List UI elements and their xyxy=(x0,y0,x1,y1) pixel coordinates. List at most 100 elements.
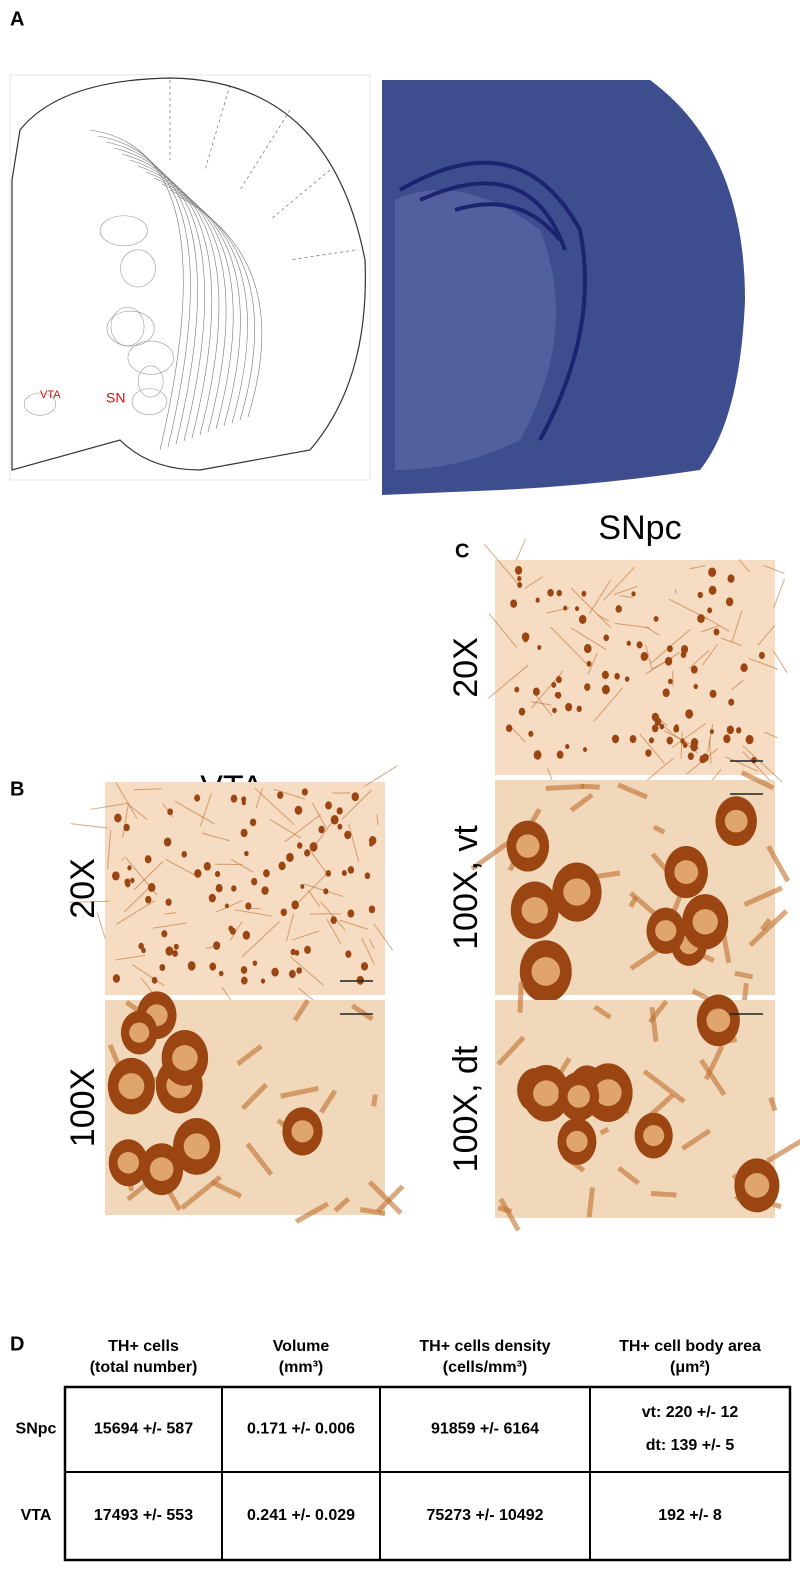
cell xyxy=(138,942,144,950)
fibre xyxy=(255,787,263,809)
fibre xyxy=(681,1128,712,1151)
cell xyxy=(249,818,257,827)
cell xyxy=(709,689,717,698)
cell xyxy=(159,964,166,971)
cell xyxy=(579,615,586,624)
nucleus xyxy=(674,860,699,885)
fibre xyxy=(234,909,272,917)
micrograph xyxy=(105,991,405,1224)
cell xyxy=(291,900,299,910)
cell xyxy=(213,941,221,950)
cell xyxy=(659,723,665,730)
cell xyxy=(603,634,610,642)
cell xyxy=(231,885,237,892)
row-label: VTA xyxy=(21,1507,52,1524)
atlas-region xyxy=(106,310,155,347)
cell xyxy=(165,898,172,906)
fibre xyxy=(545,783,585,791)
cell xyxy=(533,750,542,760)
atlas-contour xyxy=(153,177,241,427)
table-cell: 0.241 +/- 0.029 xyxy=(247,1507,355,1524)
fibre xyxy=(757,625,776,646)
cell xyxy=(181,850,187,858)
fibre xyxy=(367,1180,403,1216)
table-cell: 15694 +/- 587 xyxy=(94,1421,193,1438)
fibre xyxy=(254,787,295,826)
fibre xyxy=(311,852,327,873)
fibre xyxy=(768,1096,778,1112)
atlas-contour xyxy=(137,165,227,433)
cell xyxy=(130,877,135,884)
fibre xyxy=(364,765,398,787)
cell xyxy=(615,605,622,613)
fibre xyxy=(586,1187,595,1218)
fibre xyxy=(620,595,634,598)
cell xyxy=(163,837,172,847)
cell xyxy=(145,895,152,904)
fibre xyxy=(359,1207,386,1217)
cell xyxy=(112,871,120,881)
fibre xyxy=(707,724,714,753)
cell xyxy=(667,678,673,685)
atlas-contour xyxy=(129,159,220,436)
fibre xyxy=(645,644,653,670)
nucleus xyxy=(566,1130,588,1153)
fibre xyxy=(133,788,162,791)
fibre xyxy=(748,657,779,670)
cell xyxy=(347,909,355,918)
cell xyxy=(245,902,252,910)
row-label: SNpc xyxy=(16,1421,57,1438)
nissl-section xyxy=(382,80,745,495)
cell xyxy=(187,961,196,971)
fibre xyxy=(628,895,639,908)
fibre xyxy=(131,964,165,987)
cell xyxy=(172,950,178,957)
nucleus xyxy=(533,1080,560,1107)
fibre xyxy=(650,1190,677,1198)
fibre xyxy=(570,587,612,628)
cell xyxy=(751,756,757,764)
fibre xyxy=(201,832,231,842)
cell xyxy=(727,574,735,583)
cell xyxy=(648,737,655,744)
cell xyxy=(300,884,305,889)
table-cell: vt: 220 +/- 12 xyxy=(642,1404,739,1421)
fibre xyxy=(152,922,187,929)
atlas-region xyxy=(23,392,57,416)
nucleus xyxy=(724,809,748,833)
fibre xyxy=(90,802,129,810)
cell xyxy=(740,663,748,673)
fibre xyxy=(241,921,280,958)
fibre xyxy=(215,899,243,913)
fibre xyxy=(738,559,750,573)
fibre xyxy=(348,823,360,862)
fibre xyxy=(319,1089,338,1114)
cell xyxy=(345,950,352,958)
cell xyxy=(665,656,673,666)
cell xyxy=(690,665,698,674)
cell xyxy=(699,755,707,764)
cell xyxy=(144,855,152,864)
cell xyxy=(261,886,269,895)
cell xyxy=(124,878,131,886)
fibre xyxy=(599,1126,610,1136)
magnification-label: 100X, dt xyxy=(447,1045,485,1172)
cell xyxy=(347,866,355,874)
cell xyxy=(325,870,331,877)
cell xyxy=(728,698,735,706)
fibre xyxy=(764,731,778,739)
fibre xyxy=(731,610,743,643)
cell xyxy=(147,883,156,892)
fibre xyxy=(116,900,156,925)
magnification-label: 20X xyxy=(64,858,102,919)
cell xyxy=(565,702,573,712)
cell xyxy=(584,683,591,691)
cell xyxy=(167,808,174,816)
fibre xyxy=(292,998,310,1022)
atlas-outline xyxy=(11,77,366,471)
column-header: TH+ cells xyxy=(108,1338,179,1355)
fibre xyxy=(294,869,331,906)
cell xyxy=(330,815,339,825)
fibre xyxy=(245,1142,274,1177)
